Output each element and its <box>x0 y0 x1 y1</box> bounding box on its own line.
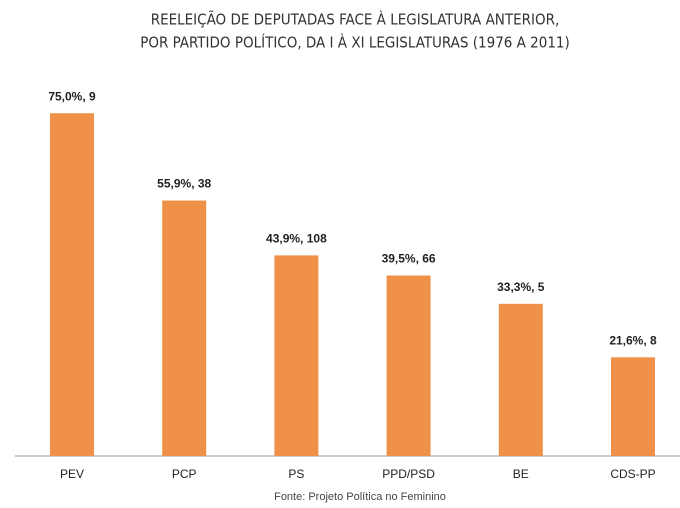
x-tick-label: PCP <box>172 467 197 481</box>
chart-title: POR PARTIDO POLÍTICO, DA I À XI LEGISLAT… <box>140 33 570 52</box>
bar <box>611 357 655 456</box>
data-label: 75,0%, 9 <box>48 89 96 103</box>
chart-title: REELEIÇÃO DE DEPUTADAS FACE À LEGISLATUR… <box>151 10 560 29</box>
data-label: 55,9%, 38 <box>157 177 211 191</box>
data-label: 21,6%, 8 <box>609 333 657 347</box>
x-tick-label: CDS-PP <box>610 467 655 481</box>
x-tick-label: PPD/PSD <box>382 467 435 481</box>
bar <box>162 200 207 456</box>
source: Fonte: Projeto Política no Feminino <box>274 491 446 503</box>
x-tick-label: BE <box>513 467 529 481</box>
bar <box>386 275 431 456</box>
data-label: 39,5%, 66 <box>382 252 436 266</box>
bar <box>50 113 94 456</box>
bar <box>498 303 543 456</box>
data-label: 33,3%, 5 <box>497 280 545 294</box>
bar <box>274 255 319 456</box>
data-label: 43,9%, 108 <box>266 232 327 246</box>
x-tick-label: PEV <box>60 467 84 481</box>
x-tick-label: PS <box>288 467 304 481</box>
